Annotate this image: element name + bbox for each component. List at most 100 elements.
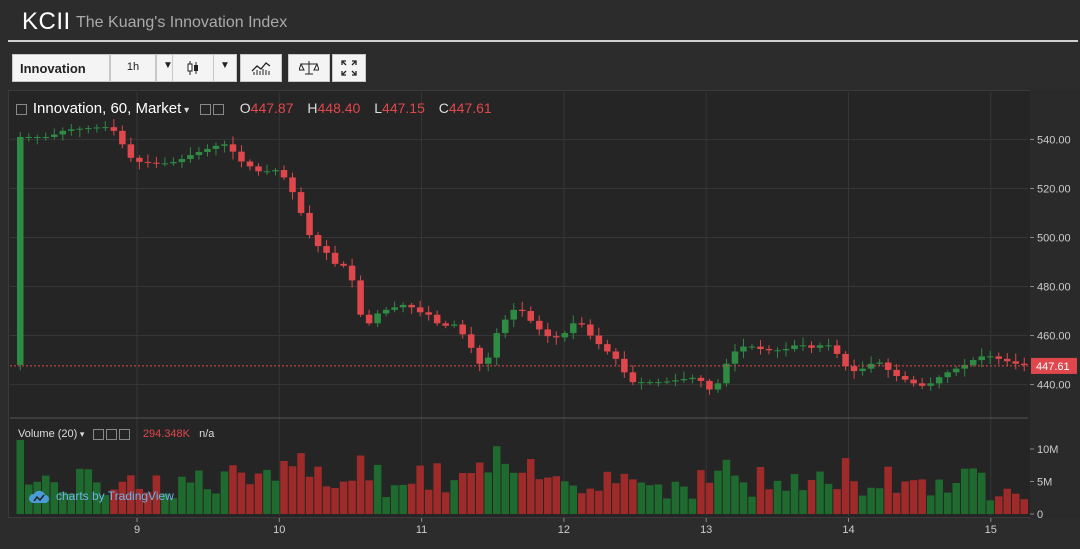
- volume-bar: [552, 476, 561, 514]
- volume-close-icon[interactable]: [118, 428, 130, 440]
- volume-bar: [952, 483, 960, 514]
- volume-bar: [892, 492, 901, 514]
- volume-bar: [322, 486, 331, 514]
- candle-body: [195, 151, 203, 156]
- volume-bar: [654, 484, 663, 514]
- volume-bar: [93, 482, 101, 514]
- candle-body: [255, 166, 262, 172]
- candle-body: [467, 334, 475, 348]
- candle-body: [263, 171, 271, 173]
- volume-bar: [492, 446, 501, 514]
- volume-bar: [458, 473, 467, 514]
- chevron-down-icon: ▼: [163, 60, 173, 71]
- volume-bar: [722, 459, 731, 514]
- volume-bar: [756, 467, 765, 514]
- candle-body: [910, 379, 917, 384]
- volume-bar: [714, 470, 722, 514]
- volume-bar: [875, 488, 884, 514]
- candle-body: [391, 307, 398, 310]
- volume-bar: [84, 469, 93, 514]
- volume-bar: [807, 479, 816, 514]
- series-name[interactable]: Innovation, 60, Market: [32, 100, 182, 117]
- candle-body: [689, 377, 696, 380]
- volume-bar: [16, 439, 25, 514]
- candle-body: [170, 162, 177, 164]
- volume-name[interactable]: Volume (20): [18, 428, 78, 440]
- volume-bar: [935, 479, 943, 514]
- candle-body: [901, 376, 909, 380]
- candle-body: [306, 212, 313, 236]
- candle-body: [884, 362, 892, 370]
- header: KCII The Kuang's Innovation Index: [0, 0, 1080, 44]
- candle-body: [365, 314, 373, 324]
- candle-body: [484, 357, 492, 364]
- volume-bar: [42, 475, 50, 514]
- candle-body: [161, 163, 169, 165]
- symbol-field[interactable]: Innovation: [12, 54, 110, 82]
- indicators-button[interactable]: [240, 54, 282, 82]
- volume-bar: [382, 497, 390, 514]
- candle-body: [59, 130, 67, 135]
- candle-body: [323, 246, 330, 253]
- compare-icon: [298, 61, 320, 75]
- close-label: C: [438, 100, 449, 116]
- series-dropdown-icon[interactable]: ▾: [181, 105, 192, 116]
- legend-toggle-icon[interactable]: [16, 103, 27, 115]
- ticker-label: KCII: [22, 8, 71, 35]
- fullscreen-icon: [341, 60, 357, 76]
- candle-body: [153, 162, 160, 164]
- volume-bar: [841, 458, 850, 514]
- low-label: L: [374, 100, 383, 116]
- compare-button[interactable]: [288, 54, 330, 82]
- volume-bar: [484, 472, 492, 514]
- chart-style-button[interactable]: [172, 54, 214, 82]
- volume-format-icon[interactable]: [105, 428, 117, 440]
- candle-body: [280, 170, 288, 178]
- volume-bar: [765, 489, 773, 514]
- volume-bar: [926, 495, 935, 514]
- candle-body: [850, 366, 858, 372]
- volume-bar: [254, 473, 263, 514]
- candle-body: [408, 304, 415, 308]
- candle-body: [221, 144, 228, 146]
- tradingview-branding[interactable]: charts by TradingView: [28, 489, 174, 504]
- candlestick-icon: [187, 61, 198, 75]
- price-tick-label: 440.00: [1037, 380, 1071, 392]
- volume-bar: [331, 488, 339, 514]
- candle-body: [76, 128, 84, 130]
- price-axis-panel[interactable]: [1030, 90, 1080, 518]
- time-tick-label: 12: [558, 524, 570, 536]
- fullscreen-button[interactable]: [332, 54, 366, 82]
- close-icon[interactable]: [212, 103, 224, 115]
- volume-bar: [297, 453, 305, 514]
- volume-bar: [67, 493, 76, 514]
- candle-body: [51, 134, 58, 137]
- candle-body: [655, 382, 662, 384]
- candle-body: [944, 372, 951, 378]
- volume-dropdown-icon[interactable]: ▾: [77, 429, 87, 439]
- volume-bar: [25, 484, 33, 514]
- candle-body: [952, 368, 960, 373]
- volume-settings-icon[interactable]: [92, 428, 104, 440]
- candle-body: [450, 324, 458, 326]
- volume-bar: [688, 498, 697, 514]
- interval-button[interactable]: 1h: [110, 54, 156, 82]
- volume-bar: [637, 482, 646, 514]
- last-price-label: 447.61: [1036, 361, 1070, 373]
- candle-body: [757, 346, 764, 350]
- candle-body: [799, 345, 807, 347]
- volume-bar: [680, 486, 688, 514]
- settings-icon[interactable]: [199, 103, 211, 115]
- open-value: 447.87: [250, 100, 294, 116]
- candle-body: [85, 128, 92, 130]
- candle-body: [986, 356, 994, 358]
- candle-body: [34, 136, 41, 138]
- volume-bar: [501, 463, 509, 514]
- high-value: 448.40: [317, 100, 361, 116]
- volume-bar: [799, 490, 807, 514]
- volume-bar: [748, 496, 756, 514]
- chart-style-dropdown-button[interactable]: ▼: [213, 54, 237, 82]
- volume-bar: [586, 488, 595, 514]
- candle-body: [604, 344, 611, 352]
